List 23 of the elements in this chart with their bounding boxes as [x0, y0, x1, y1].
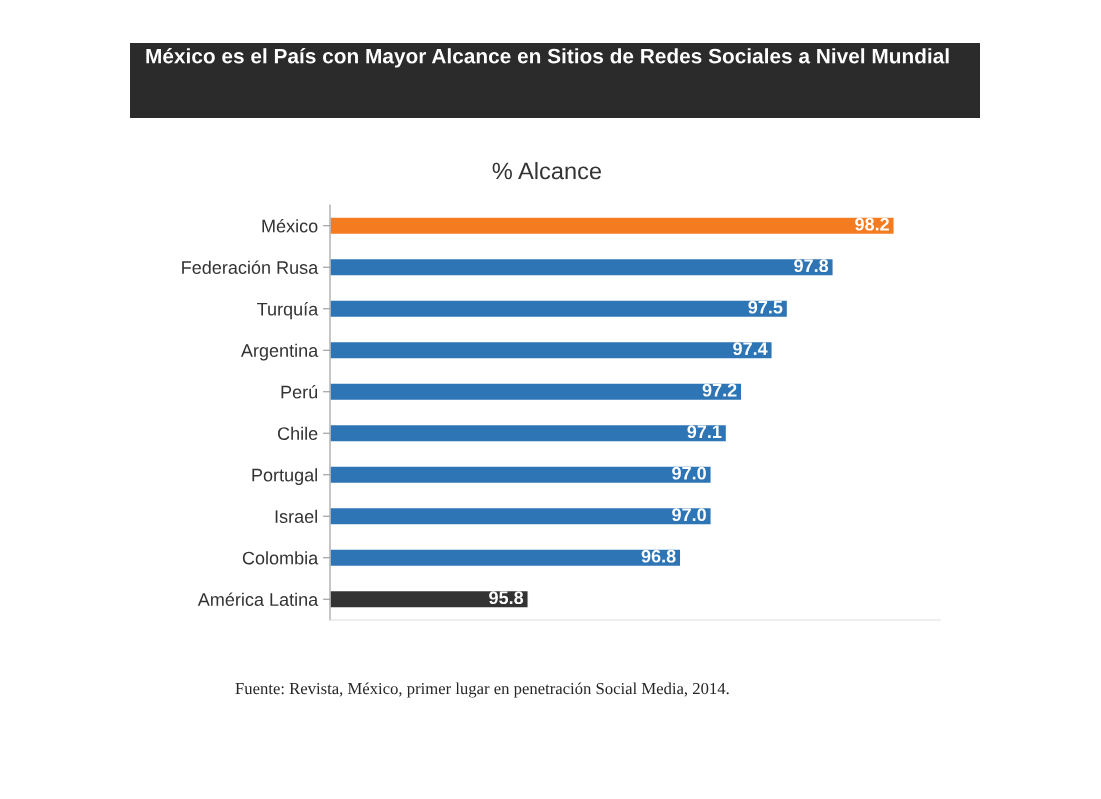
data-label: 97.2 — [702, 383, 737, 397]
y-tick-label: Turquía — [257, 302, 319, 320]
data-label: 97.8 — [794, 259, 829, 273]
y-tick-label: Chile — [277, 426, 318, 440]
y-tick-label: Perú — [281, 385, 318, 399]
data-label: 97.0 — [672, 466, 706, 480]
data-label: 97.1 — [687, 425, 722, 439]
y-tick-label: Israel — [275, 509, 317, 523]
data-label: 96.8 — [641, 549, 676, 563]
y-tick-label: América Latina — [197, 592, 319, 606]
data-label: 98.2 — [855, 217, 889, 231]
data-label: 95.8 — [489, 591, 524, 605]
y-tick-label: Portugal — [252, 468, 317, 486]
source-note: Fuente: Revista, México, primer lugar en penetración Social Media, 2014. — [235, 682, 729, 698]
y-tick-label: Colombia — [242, 551, 319, 565]
y-tick-label: Federación Rusa — [182, 260, 319, 274]
chart-subtitle: % Alcance — [492, 162, 601, 180]
chart-title: México es el País con Mayor Alcance en Sitios de Redes Sociales a Nivel Mundial — [146, 48, 949, 68]
y-tick-label: México — [262, 219, 318, 233]
data-label: 97.4 — [733, 342, 768, 356]
y-tick-label: Argentina — [240, 343, 319, 361]
data-label: 97.0 — [672, 508, 706, 522]
data-label: 97.5 — [748, 300, 783, 314]
